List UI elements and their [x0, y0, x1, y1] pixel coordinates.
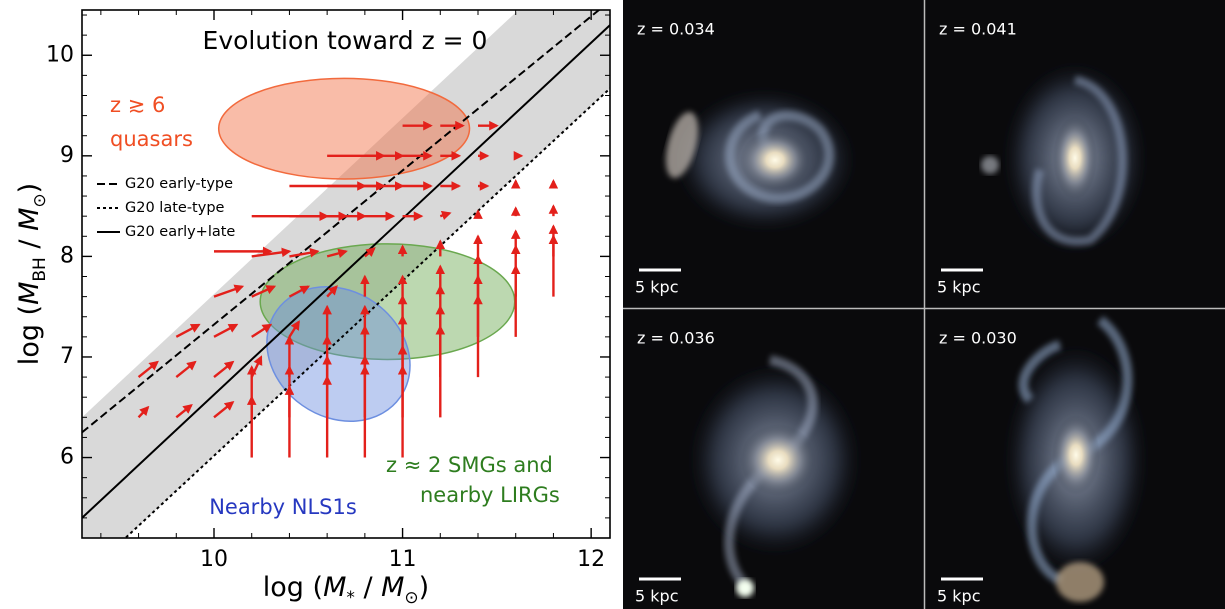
x-axis-label-part: /: [355, 572, 381, 603]
vector-arrow: [175, 360, 197, 379]
y-axis-label-part: ): [14, 183, 45, 194]
x-axis-label-part: M: [381, 572, 404, 603]
vector-arrow: [213, 360, 235, 379]
redshift-label: z = 0.041: [939, 20, 1017, 39]
region-label: quasars: [110, 127, 193, 151]
legend-label: G20 early+late: [125, 224, 235, 240]
chart-title: Evolution toward z = 0: [203, 26, 488, 55]
legend-label: G20 early-type: [125, 176, 233, 192]
region-ellipse: [266, 285, 411, 422]
vector-arrow: [213, 401, 235, 419]
scale-label: 5 kpc: [635, 278, 678, 297]
galaxy-image: [690, 355, 860, 597]
y-tick-label: 8: [60, 243, 74, 268]
x-axis-label-part: ): [419, 572, 430, 603]
x-tick-label: 11: [389, 547, 417, 572]
galaxy-image: [665, 90, 855, 230]
y-axis-label-part: ⊙: [30, 193, 50, 207]
vector-arrow: [326, 285, 338, 298]
x-tick-label: 12: [577, 547, 605, 572]
image-panels: z = 0.034 5 kpc z = 0.041 5 kpc z = 0.036 5 k…: [623, 0, 1225, 609]
vector-arrow: [250, 355, 263, 378]
y-axis-label-part: log (: [14, 305, 45, 365]
galaxy-image: [1006, 316, 1146, 602]
y-tick-label: 9: [60, 143, 74, 168]
y-tick-label: 7: [60, 344, 74, 369]
y-tick-label: 10: [46, 42, 74, 67]
vector-arrow: [364, 247, 376, 258]
y-axis-label-part: /: [14, 231, 45, 257]
y-axis-label-part: BH: [30, 257, 50, 281]
region-ellipse: [217, 77, 471, 180]
vector-arrow: [251, 323, 273, 338]
vector-arrow: [326, 248, 348, 258]
x-tick-label: 10: [200, 547, 228, 572]
axes-frame: [81, 9, 611, 539]
legend-label: G20 late-type: [125, 200, 225, 216]
redshift-label: z = 0.034: [637, 20, 715, 39]
x-axis-label: log (M* / M⊙): [263, 572, 429, 609]
vector-arrow: [175, 323, 201, 338]
region-label: z ≳ 6: [110, 93, 165, 117]
scale-label: 5 kpc: [937, 587, 980, 606]
vector-arrow: [251, 285, 277, 298]
x-axis-label-part: M: [323, 572, 346, 603]
y-axis-label: log (MBH / M⊙): [14, 183, 51, 365]
vector-arrow: [251, 247, 292, 258]
relation-line: [82, 24, 610, 519]
galaxy-image: [981, 63, 1145, 253]
region-label: Nearby NLS1s: [209, 495, 357, 519]
scatter-band: [82, 10, 610, 538]
redshift-label: z = 0.036: [637, 329, 715, 348]
region-label: z ≈ 2 SMGs and: [386, 453, 553, 477]
vector-arrow: [288, 285, 310, 298]
plot-content: [82, 10, 610, 538]
vector-arrow: [289, 247, 320, 258]
x-axis-label-part: ⊙: [404, 588, 418, 608]
region-label: nearby LIRGs: [420, 483, 560, 507]
vector-arrow: [288, 320, 300, 338]
redshift-label: z = 0.030: [939, 329, 1017, 348]
y-axis-label-part: M: [14, 282, 45, 305]
scale-label: 5 kpc: [937, 278, 980, 297]
scale-label: 5 kpc: [635, 587, 678, 606]
vector-arrow: [213, 323, 239, 338]
y-tick-label: 6: [60, 445, 74, 470]
x-axis-label-part: log (: [263, 572, 323, 603]
y-axis-label-part: M: [14, 208, 45, 231]
vector-arrow: [213, 284, 245, 298]
vector-arrow: [137, 405, 150, 419]
x-axis-label-part: *: [346, 588, 355, 608]
vector-arrow: [439, 210, 452, 221]
vector-arrow: [175, 404, 193, 419]
relation-line: [123, 87, 610, 538]
vector-arrow: [137, 360, 159, 379]
